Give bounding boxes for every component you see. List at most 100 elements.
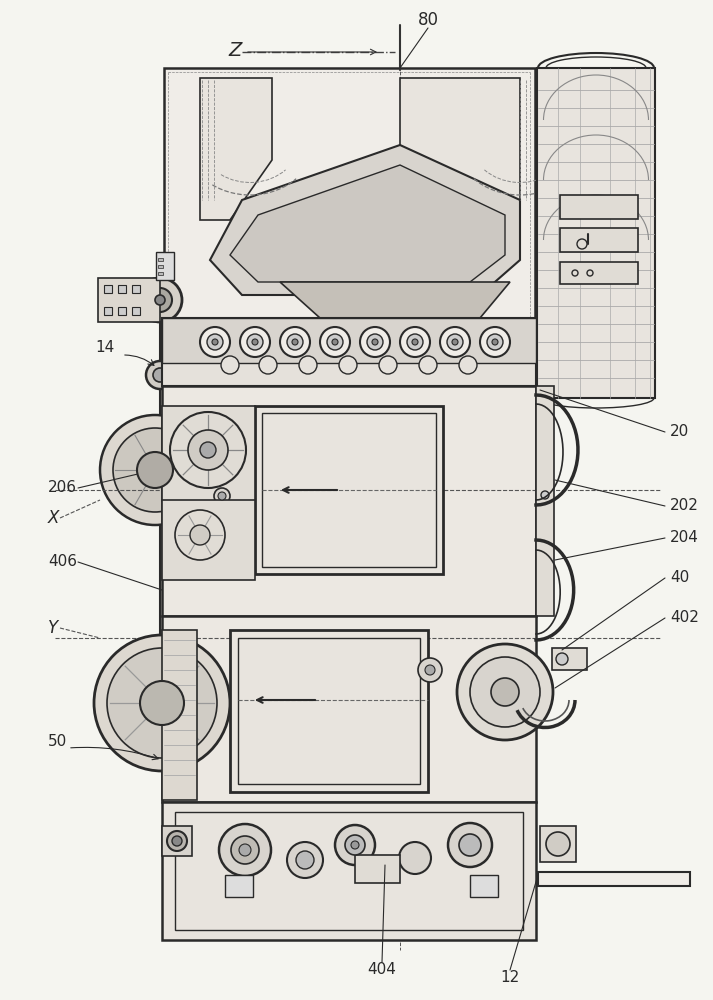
Text: 50: 50 (48, 734, 67, 750)
Bar (175, 812, 523, 930)
Text: 402: 402 (670, 610, 699, 626)
Circle shape (367, 334, 383, 350)
Text: 14: 14 (96, 340, 115, 356)
Bar (162, 318, 536, 386)
Circle shape (546, 832, 570, 856)
Bar (164, 68, 535, 320)
Circle shape (457, 644, 553, 740)
Circle shape (155, 295, 165, 305)
Circle shape (339, 356, 357, 374)
Circle shape (247, 334, 263, 350)
Bar (162, 318, 536, 363)
Circle shape (100, 415, 210, 525)
Text: 40: 40 (670, 570, 689, 585)
Bar (162, 616, 536, 802)
Bar (162, 826, 192, 856)
Polygon shape (400, 78, 520, 240)
Circle shape (556, 653, 568, 665)
Bar (537, 68, 655, 398)
Circle shape (480, 327, 510, 357)
Text: 20: 20 (670, 424, 689, 440)
Circle shape (447, 334, 463, 350)
Circle shape (459, 356, 477, 374)
Text: 202: 202 (670, 498, 699, 514)
Text: 12: 12 (501, 970, 520, 986)
Bar (255, 406, 443, 574)
Circle shape (212, 339, 218, 345)
Circle shape (287, 842, 323, 878)
Circle shape (148, 288, 172, 312)
Text: Z: Z (228, 40, 242, 60)
Circle shape (541, 491, 549, 499)
Circle shape (138, 278, 182, 322)
Circle shape (332, 339, 338, 345)
Circle shape (190, 525, 210, 545)
Polygon shape (210, 145, 520, 295)
Circle shape (140, 681, 184, 725)
Circle shape (231, 836, 259, 864)
Bar (156, 252, 174, 280)
Circle shape (440, 327, 470, 357)
Circle shape (492, 339, 498, 345)
Circle shape (287, 334, 303, 350)
Circle shape (418, 658, 442, 682)
Circle shape (400, 327, 430, 357)
Text: Y: Y (48, 619, 58, 637)
Bar (132, 285, 140, 293)
Polygon shape (230, 165, 505, 282)
Bar (118, 307, 126, 315)
Circle shape (452, 339, 458, 345)
Circle shape (470, 657, 540, 727)
Text: 404: 404 (368, 962, 396, 978)
Bar (162, 630, 197, 800)
Bar (238, 638, 420, 784)
Bar (162, 500, 255, 580)
Bar (536, 386, 554, 616)
Circle shape (487, 334, 503, 350)
Bar (160, 320, 205, 690)
Circle shape (351, 841, 359, 849)
Circle shape (459, 834, 481, 856)
Bar (104, 307, 112, 315)
Circle shape (172, 836, 182, 846)
Bar (118, 285, 126, 293)
Circle shape (399, 842, 431, 874)
Circle shape (113, 428, 197, 512)
Bar (262, 413, 436, 567)
Bar (162, 802, 536, 940)
Circle shape (94, 635, 230, 771)
Circle shape (214, 488, 230, 504)
Bar (158, 272, 163, 275)
Bar (158, 265, 163, 268)
Circle shape (407, 334, 423, 350)
Circle shape (200, 327, 230, 357)
Circle shape (207, 334, 223, 350)
Circle shape (412, 339, 418, 345)
Bar (158, 258, 163, 261)
Circle shape (188, 430, 228, 470)
Text: 80: 80 (418, 11, 438, 29)
Bar (470, 875, 498, 897)
Circle shape (419, 356, 437, 374)
Bar (552, 648, 587, 670)
Circle shape (280, 327, 310, 357)
Circle shape (327, 334, 343, 350)
Circle shape (219, 824, 271, 876)
Polygon shape (280, 282, 510, 318)
Bar (560, 262, 638, 284)
Bar (225, 875, 253, 897)
Bar (162, 386, 536, 616)
Text: 406: 406 (48, 554, 77, 570)
Circle shape (239, 844, 251, 856)
Circle shape (345, 835, 365, 855)
Bar (162, 406, 255, 501)
Circle shape (252, 339, 258, 345)
Circle shape (425, 665, 435, 675)
Circle shape (240, 327, 270, 357)
Bar (540, 826, 576, 862)
Bar (560, 195, 638, 219)
Circle shape (218, 492, 226, 500)
Bar (132, 307, 140, 315)
Bar (538, 872, 690, 886)
Circle shape (146, 361, 174, 389)
